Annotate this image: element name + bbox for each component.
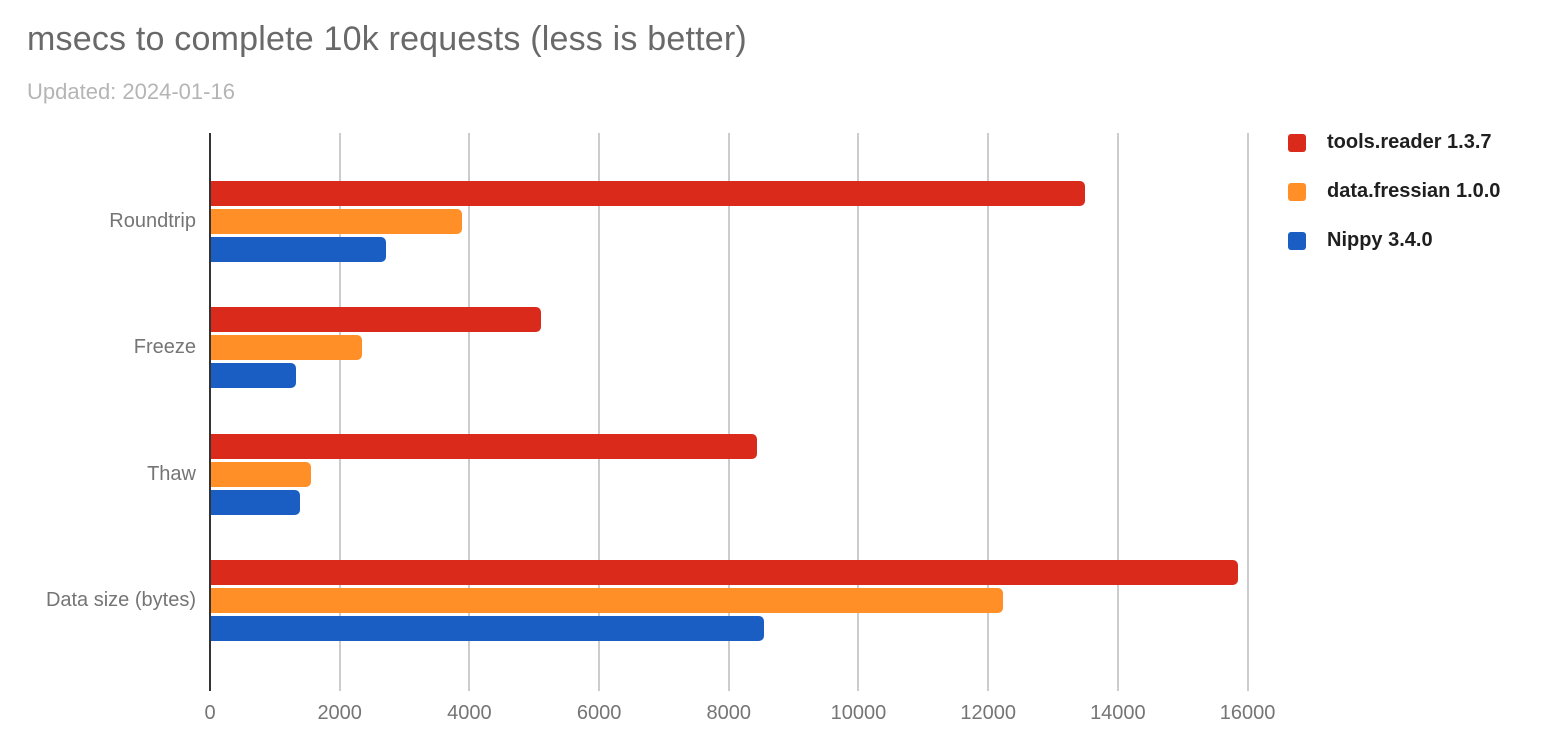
legend-color-swatch [1288,231,1306,250]
bar[interactable] [210,307,541,333]
x-tick-label: 10000 [830,702,887,724]
x-tick-label: 6000 [576,702,622,724]
bar[interactable] [210,588,1004,614]
legend: tools.reader 1.3.7 data.fressian 1.0.0 Nip… [1288,131,1500,252]
bar-group [210,158,1280,285]
gridline [857,133,860,691]
gridline [598,133,601,691]
bar[interactable] [210,461,312,487]
legend-label: Nippy 3.4.0 [1327,229,1433,251]
bar[interactable] [210,335,363,361]
x-tick-label: 8000 [706,702,752,724]
legend-item: tools.reader 1.3.7 [1288,131,1500,154]
bar-group [210,538,1280,665]
x-tick-label: 4000 [447,702,492,724]
bar[interactable] [210,489,301,515]
gridline [987,133,990,691]
legend-item: Nippy 3.4.0 [1288,229,1500,252]
legend-color-swatch [1288,182,1306,201]
chart-title: msecs to complete 10k requests (less is … [27,20,747,58]
gridline [468,133,471,691]
bar[interactable] [210,363,297,389]
category-label: Thaw [147,462,196,485]
plot-area: 0 2000 4000 6000 8000 10000 12000 14000 16000 [204,133,1280,724]
bar[interactable] [210,433,757,459]
x-tick-label: 14000 [1090,702,1146,724]
category-axis-labels: Roundtrip Freeze Thaw Data size (bytes) [0,158,196,664]
category-label: Data size (bytes) [45,589,196,612]
x-tick-label: 16000 [1219,702,1276,724]
bar[interactable] [210,560,1239,586]
x-tick-label: 0 [204,702,216,724]
gridline [338,133,341,691]
bar[interactable] [210,236,386,262]
legend-item: data.fressian 1.0.0 [1288,180,1500,203]
legend-label: data.fressian 1.0.0 [1327,180,1501,202]
gridline [727,133,730,691]
bar-group [210,285,1280,412]
legend-color-swatch [1288,133,1306,152]
gridline [1116,133,1119,691]
category-label: Roundtrip [109,209,196,232]
bar[interactable] [210,180,1086,206]
bar-group [210,411,1280,538]
y-axis-line [209,133,211,691]
gridline [1246,133,1249,691]
x-tick-label: 12000 [960,702,1016,724]
bar[interactable] [210,208,463,234]
x-tick-label: 2000 [317,702,362,724]
bar[interactable] [210,616,764,642]
bands [210,158,1280,664]
category-label: Freeze [133,336,196,359]
chart-subtitle: Updated: 2024-01-16 [27,79,235,104]
legend-label: tools.reader 1.3.7 [1327,131,1492,153]
